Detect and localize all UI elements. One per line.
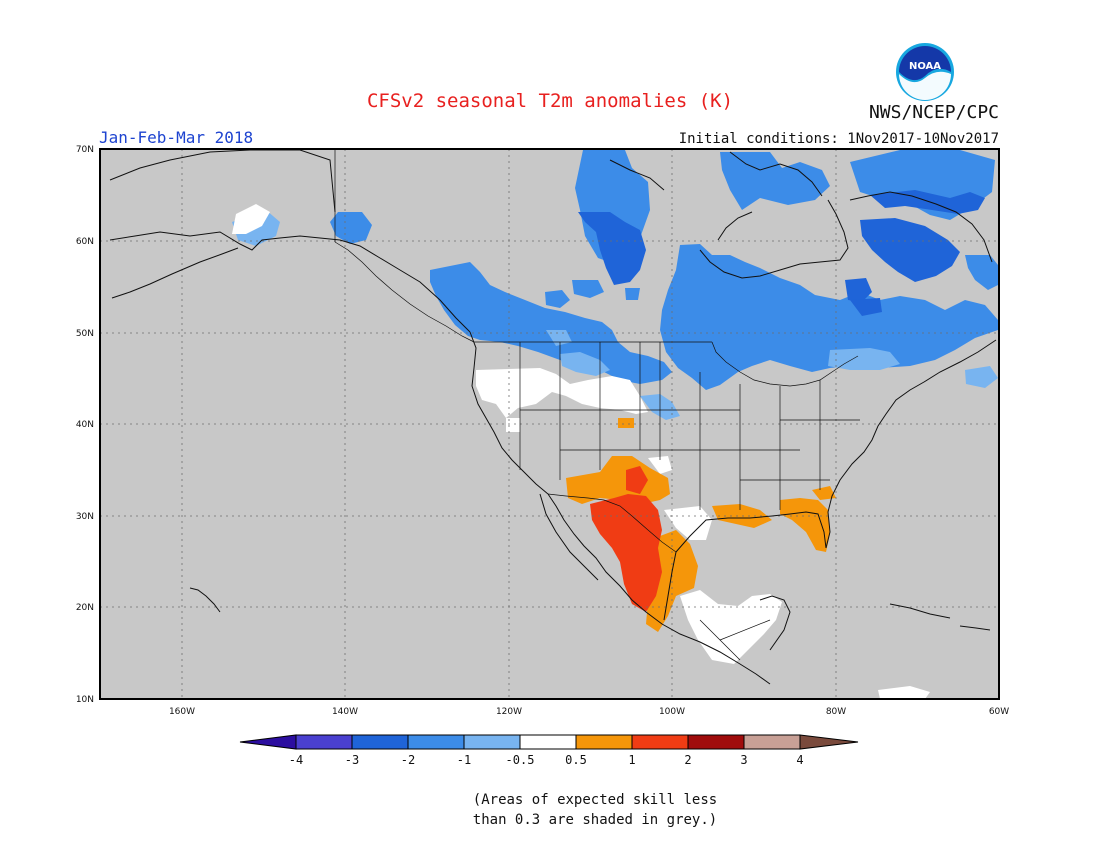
footnote-line: than 0.3 are shaded in grey.) bbox=[472, 812, 718, 828]
map-frame bbox=[99, 148, 1000, 700]
chart-title: CFSv2 seasonal T2m anomalies (K) bbox=[366, 90, 734, 112]
lon-label: 100W bbox=[659, 707, 685, 717]
colorbar-tick-label: -4 bbox=[289, 753, 303, 767]
lon-label: 80W bbox=[826, 707, 846, 717]
colorbar-cell bbox=[519, 734, 577, 750]
latitude-labels: 70N 60N 50N 40N 30N 20N 10N bbox=[76, 145, 94, 705]
colorbar-cell bbox=[687, 734, 745, 750]
colorbar-tick-label: -1 bbox=[457, 753, 471, 767]
colorbar-tick-label: 3 bbox=[740, 753, 747, 767]
borders bbox=[334, 150, 860, 661]
longitude-labels: 160W 140W 120W 100W 80W 60W bbox=[169, 707, 1009, 717]
colorbar-cell bbox=[407, 734, 465, 750]
lon-label: 160W bbox=[169, 707, 195, 717]
colorbar-cell bbox=[575, 734, 633, 750]
noaa-logo-icon: NOAA bbox=[896, 43, 954, 101]
colorbar-cell bbox=[295, 734, 353, 750]
lon-label: 60W bbox=[989, 707, 1009, 717]
colorbar-cell bbox=[463, 734, 521, 750]
neutral-anomaly-patches bbox=[232, 204, 930, 699]
lon-label: 140W bbox=[332, 707, 358, 717]
forecast-period: Jan-Feb-Mar 2018 bbox=[99, 128, 254, 147]
colorbar-tick-label: 2 bbox=[684, 753, 691, 767]
colorbar-tick-label: -2 bbox=[401, 753, 415, 767]
footnote: (Areas of expected skill less than 0.3 a… bbox=[0, 790, 1100, 830]
lat-label: 50N bbox=[76, 329, 94, 339]
colorbar bbox=[239, 734, 859, 750]
colorbar-high-arrow bbox=[799, 734, 859, 750]
svg-text:NOAA: NOAA bbox=[909, 61, 941, 72]
colorbar-low-arrow bbox=[239, 734, 297, 750]
lat-label: 20N bbox=[76, 603, 94, 613]
colorbar-tick-label: 1 bbox=[628, 753, 635, 767]
graticule bbox=[100, 149, 999, 699]
colorbar-labels: -4 -3 -2 -1 -0.5 0.5 1 2 3 4 bbox=[289, 753, 804, 767]
colorbar-cell bbox=[351, 734, 409, 750]
hot-anomaly-patches bbox=[590, 466, 662, 612]
agency-label: NWS/NCEP/CPC bbox=[868, 102, 999, 123]
lat-label: 60N bbox=[76, 237, 94, 247]
colorbar-cell bbox=[631, 734, 689, 750]
colorbar-cell bbox=[743, 734, 801, 750]
footnote-line: (Areas of expected skill less bbox=[472, 792, 718, 808]
lon-label: 120W bbox=[496, 707, 522, 717]
cold-anomaly-patches bbox=[330, 150, 998, 390]
strong-cold-anomaly-patches bbox=[578, 190, 985, 316]
colorbar-tick-label: -3 bbox=[345, 753, 359, 767]
colorbar-tick-label: 4 bbox=[796, 753, 803, 767]
colorbar-tick-label: -0.5 bbox=[506, 753, 535, 767]
lat-label: 40N bbox=[76, 420, 94, 430]
lat-label: 10N bbox=[76, 695, 94, 705]
lat-label: 70N bbox=[76, 145, 94, 155]
lat-label: 30N bbox=[76, 512, 94, 522]
colorbar-tick-label: 0.5 bbox=[565, 753, 587, 767]
coastlines bbox=[109, 149, 997, 685]
initial-conditions: Initial conditions: 1Nov2017-10Nov2017 bbox=[678, 131, 999, 147]
